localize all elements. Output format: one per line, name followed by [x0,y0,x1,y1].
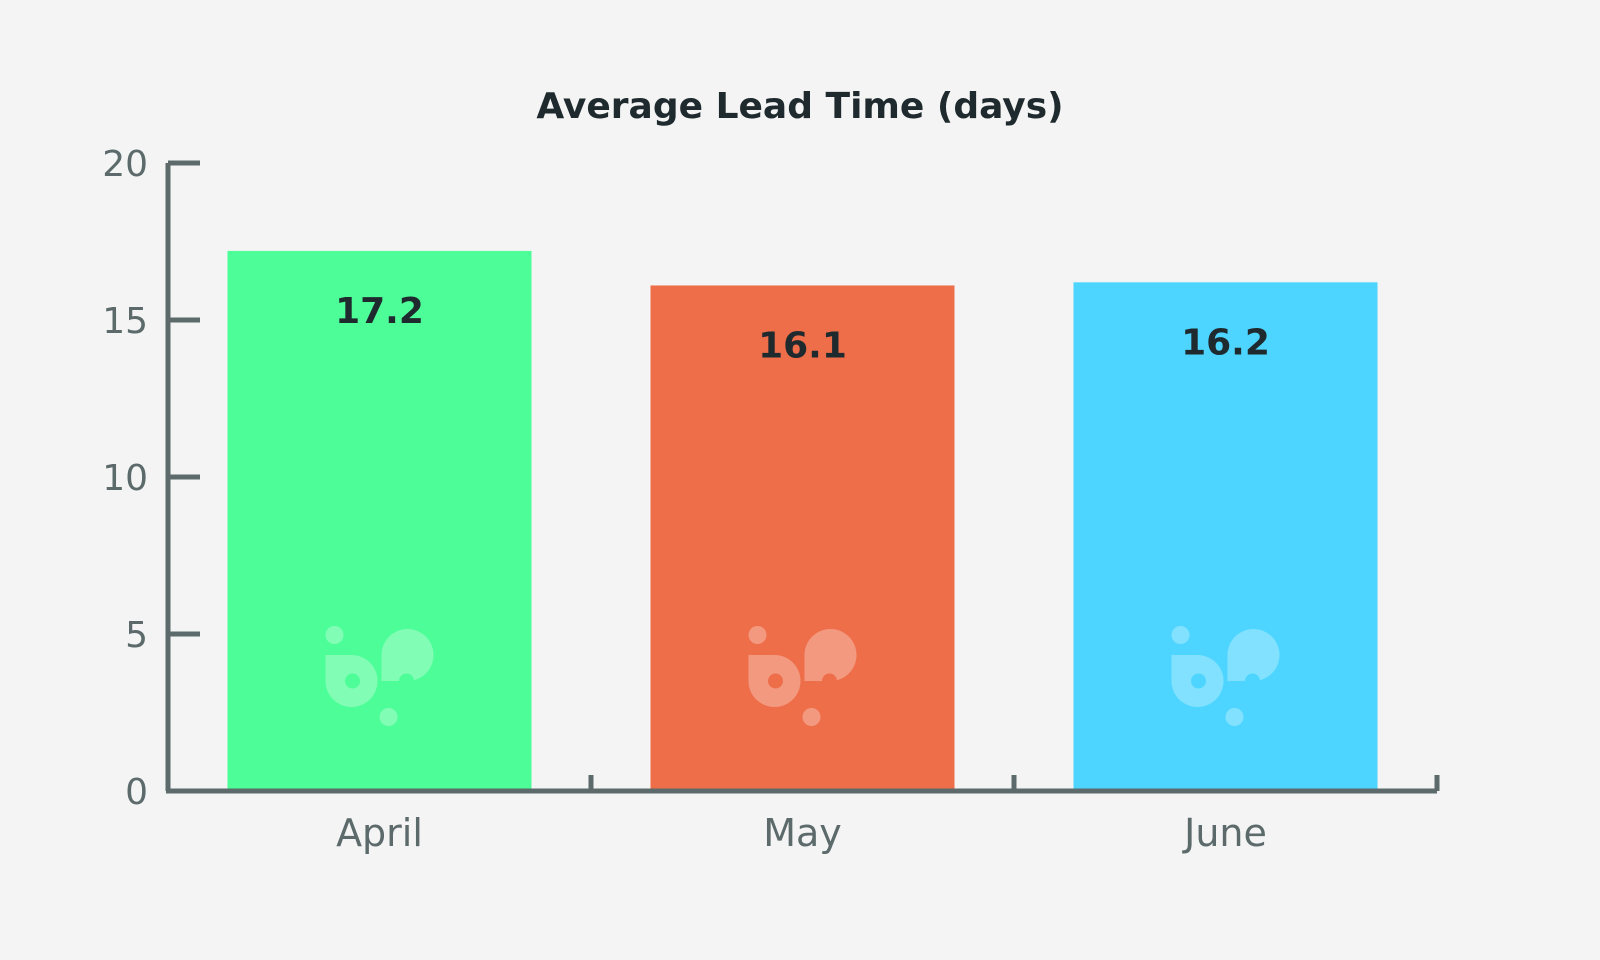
y-tick-label-15: 15 [102,301,148,342]
bar-may [650,285,955,791]
y-tick-label-20: 20 [102,144,148,185]
value-label-may: 16.1 [758,325,847,366]
value-label-april: 17.2 [335,291,424,332]
y-tick-label-10: 10 [102,458,148,499]
watermark-logo [748,626,857,726]
bar-group-april [227,250,532,792]
x-tick-label-april: April [336,811,423,855]
y-tick-label-0: 0 [125,772,148,813]
y-tick-label-5: 5 [125,615,148,656]
labels-layer: 17.2 April 16.1 May 16.2 June 0 5 10 15 20 [102,144,1270,855]
bar-june [1073,282,1378,791]
axes-layer [165,160,1440,794]
bar-group-june [1073,282,1378,791]
bars-layer [227,250,1378,792]
bar-april [227,250,532,792]
value-label-june: 16.2 [1181,322,1270,363]
chart-title: Average Lead Time (days) [536,86,1063,127]
x-tick-label-june: June [1182,811,1267,855]
bar-group-may [650,285,955,791]
watermark-logo [1171,626,1280,726]
x-tick-label-may: May [763,811,842,855]
watermark-logo [325,626,434,726]
